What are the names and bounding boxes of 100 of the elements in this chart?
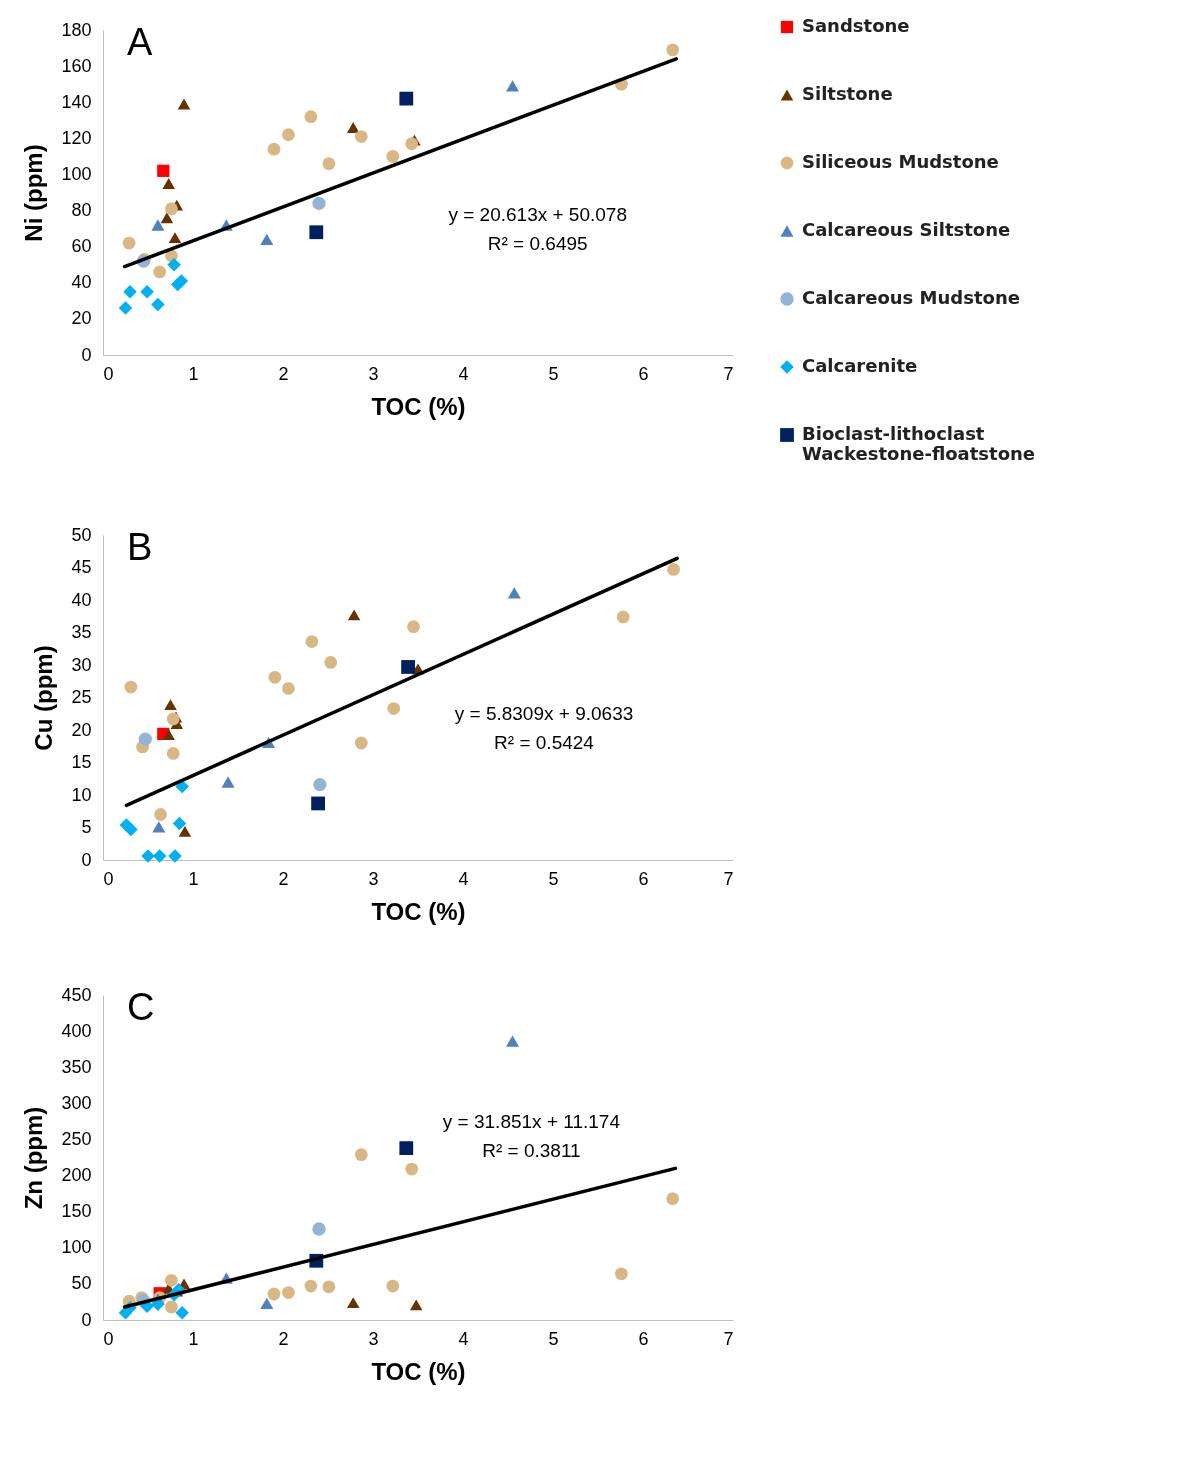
y-axis-title: Cu (ppm) bbox=[30, 645, 58, 751]
chart-title: A bbox=[127, 21, 153, 63]
point bbox=[178, 825, 192, 837]
legend-label: Calcareous Mudstone bbox=[802, 287, 1020, 308]
x-tick-label: 2 bbox=[278, 868, 289, 889]
annotation: y = 31.851x + 11.174 bbox=[442, 1110, 621, 1132]
y-tick-label: 40 bbox=[71, 272, 92, 293]
x-tick-label: 4 bbox=[458, 1328, 469, 1349]
legend-label: Bioclast-lithoclast Wackestone-floatstone bbox=[802, 423, 1036, 464]
x-tick-label: 3 bbox=[368, 868, 379, 889]
point bbox=[221, 776, 235, 788]
point bbox=[152, 821, 166, 833]
legend-label: Calcareous Siltstone bbox=[802, 219, 1011, 240]
y-tick-label: 20 bbox=[71, 719, 92, 740]
legend-label: Calcarenite bbox=[802, 355, 918, 376]
x-tick-label: 2 bbox=[278, 363, 289, 384]
point bbox=[124, 680, 138, 694]
point bbox=[175, 779, 189, 794]
point bbox=[387, 702, 401, 715]
x-tick-label: 0 bbox=[103, 1328, 114, 1349]
y-tick-label: 15 bbox=[71, 752, 92, 772]
y-axis-title: Ni (ppm) bbox=[20, 144, 48, 242]
x-tick-label: 0 bbox=[103, 868, 114, 889]
y-tick-label: 40 bbox=[71, 589, 92, 610]
y-tick-label: 80 bbox=[71, 200, 92, 221]
annotation: y = 20.613x + 50.078 bbox=[448, 204, 627, 226]
y-tick-label: 140 bbox=[61, 91, 92, 112]
y-tick-label: 180 bbox=[61, 19, 92, 40]
point bbox=[407, 620, 420, 634]
y-tick-label: 25 bbox=[71, 687, 92, 707]
y-tick-label: 50 bbox=[71, 524, 92, 545]
point bbox=[152, 849, 167, 863]
x-tick-label: 7 bbox=[723, 363, 734, 384]
annotation: y = 5.8309x + 9.0633 bbox=[454, 702, 634, 724]
point bbox=[282, 682, 295, 695]
x-axis-title: TOC (%) bbox=[371, 392, 466, 420]
y-tick-label: 10 bbox=[71, 784, 92, 805]
x-tick-label: 6 bbox=[638, 1328, 649, 1349]
y-tick-label: 20 bbox=[71, 308, 92, 329]
point bbox=[347, 609, 361, 621]
y-tick-label: 350 bbox=[61, 1056, 92, 1077]
point bbox=[172, 816, 187, 831]
y-tick-label: 300 bbox=[61, 1092, 92, 1113]
x-tick-label: 7 bbox=[723, 868, 734, 889]
y-tick-label: 45 bbox=[71, 557, 92, 577]
x-tick-label: 1 bbox=[188, 1328, 199, 1349]
x-tick-label: 3 bbox=[368, 1328, 379, 1349]
point bbox=[268, 670, 282, 684]
point bbox=[166, 747, 180, 760]
y-tick-label: 250 bbox=[61, 1128, 92, 1149]
point bbox=[311, 796, 325, 811]
x-tick-label: 3 bbox=[368, 363, 379, 384]
point bbox=[667, 563, 680, 576]
x-tick-label: 5 bbox=[548, 868, 559, 889]
point bbox=[138, 732, 152, 746]
y-tick-label: 100 bbox=[61, 163, 92, 184]
x-tick-label: 0 bbox=[103, 363, 114, 384]
y-tick-label: 400 bbox=[61, 1020, 92, 1041]
x-tick-label: 1 bbox=[188, 363, 199, 384]
point bbox=[168, 849, 182, 863]
x-tick-label: 6 bbox=[638, 868, 649, 889]
x-tick-label: 6 bbox=[638, 363, 649, 384]
y-tick-label: 35 bbox=[71, 622, 92, 642]
point bbox=[324, 656, 338, 669]
x-tick-label: 7 bbox=[723, 1328, 734, 1349]
point bbox=[141, 849, 155, 863]
point bbox=[164, 699, 177, 711]
annotation: R² = 0.5424 bbox=[494, 731, 595, 753]
x-axis-title: TOC (%) bbox=[371, 897, 466, 925]
x-axis-title: TOC (%) bbox=[371, 1357, 466, 1385]
point bbox=[162, 729, 175, 740]
y-tick-label: 0 bbox=[81, 849, 92, 870]
x-tick-label: 5 bbox=[548, 363, 559, 384]
annotation: R² = 0.3811 bbox=[482, 1139, 581, 1161]
x-tick-label: 4 bbox=[458, 363, 469, 384]
annotation: R² = 0.6495 bbox=[487, 233, 588, 255]
y-tick-label: 120 bbox=[61, 127, 92, 148]
y-axis-title: Zn (ppm) bbox=[20, 1106, 48, 1210]
point bbox=[305, 635, 319, 648]
legend-label: Sandstone bbox=[802, 15, 910, 36]
legend-label: Siliceous Mudstone bbox=[802, 151, 999, 172]
point bbox=[124, 822, 138, 837]
x-tick-label: 1 bbox=[188, 868, 199, 889]
x-tick-label: 5 bbox=[548, 1328, 559, 1349]
point bbox=[354, 736, 368, 750]
point bbox=[313, 777, 327, 792]
chart-title: B bbox=[127, 526, 153, 568]
y-tick-label: 50 bbox=[71, 1273, 92, 1294]
x-tick-label: 4 bbox=[458, 868, 469, 889]
y-tick-label: 0 bbox=[81, 344, 92, 365]
y-tick-label: 150 bbox=[61, 1201, 92, 1222]
y-tick-label: 100 bbox=[61, 1237, 92, 1258]
chart-title: C bbox=[127, 986, 155, 1028]
y-tick-label: 0 bbox=[81, 1309, 92, 1330]
y-tick-label: 200 bbox=[61, 1165, 92, 1186]
x-tick-label: 2 bbox=[278, 1328, 289, 1349]
y-tick-label: 5 bbox=[81, 817, 92, 837]
y-tick-label: 60 bbox=[71, 236, 92, 257]
legend-label: Siltstone bbox=[802, 83, 893, 104]
y-tick-label: 30 bbox=[71, 654, 92, 675]
